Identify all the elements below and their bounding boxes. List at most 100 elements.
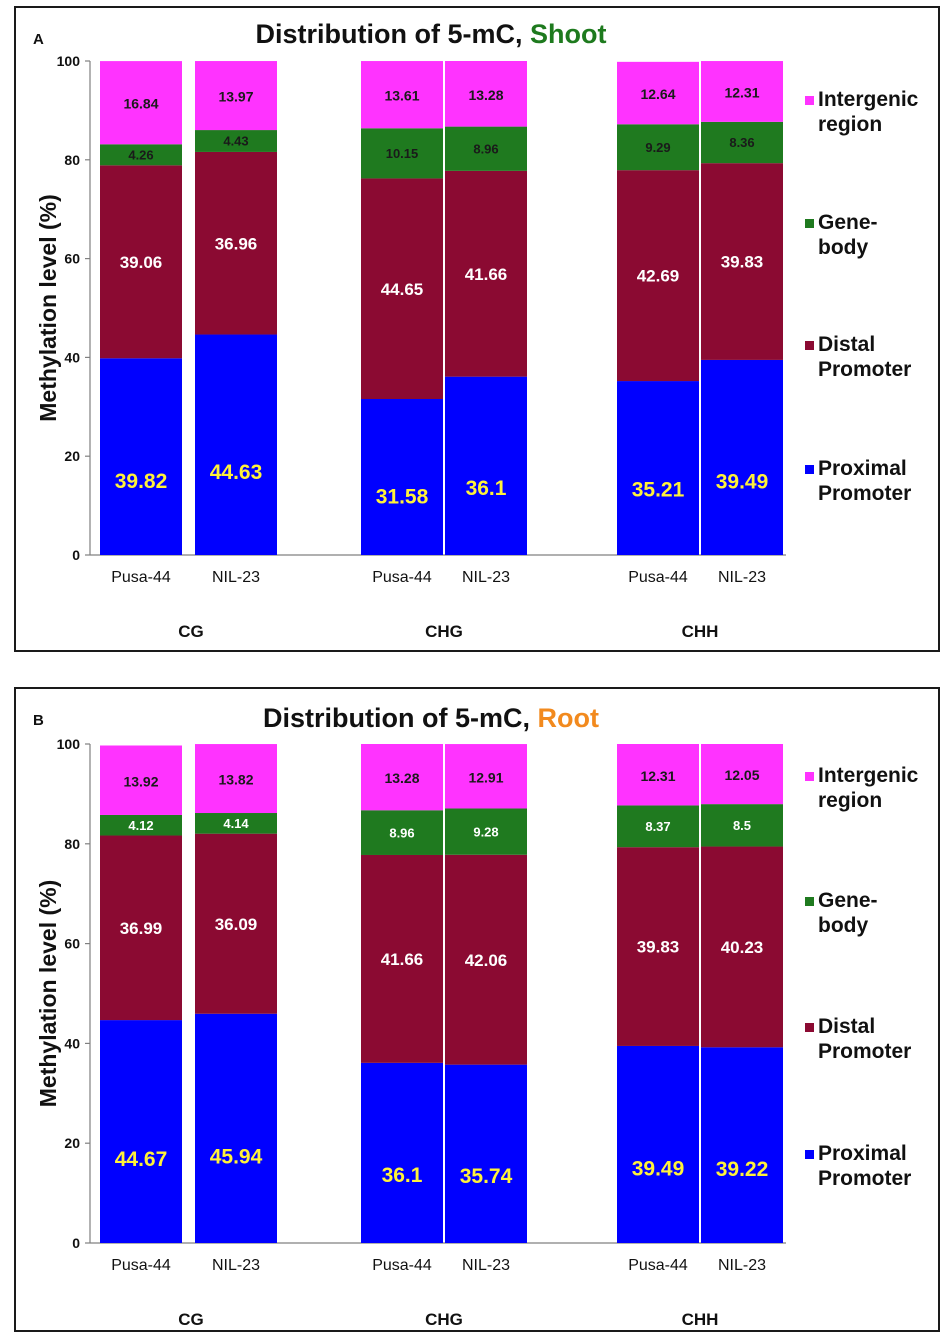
legend-label-line2: Promoter [818, 358, 911, 381]
y-tick-label: 100 [57, 736, 81, 752]
bar-segment-proximal [701, 1047, 783, 1243]
legend-label-line2: Promoter [818, 1040, 911, 1063]
data-label-distal: 42.69 [637, 267, 680, 286]
data-label-distal: 36.99 [120, 919, 163, 938]
legend-label-line2: body [818, 914, 868, 937]
y-tick-label: 40 [64, 349, 80, 365]
bar-segment-genebody [701, 804, 783, 847]
chart-shoot: A Distribution of 5-mC, Shoot Methylation … [33, 19, 919, 641]
bar-segment-distal [361, 178, 443, 399]
data-label-distal: 42.06 [465, 951, 508, 970]
data-label-proximal: 39.82 [115, 470, 168, 493]
bar-segment-genebody [617, 124, 699, 171]
data-label-intergenic: 13.28 [384, 770, 419, 786]
legend-label-line2: region [818, 789, 882, 812]
legend-swatch-genebody [805, 897, 814, 906]
bar-segment-distal [195, 151, 277, 335]
panel-letter: A [33, 31, 44, 48]
legend-swatch-distal [805, 341, 814, 350]
data-label-intergenic: 13.61 [384, 88, 419, 104]
data-label-genebody: 4.43 [223, 134, 248, 149]
chart-title: Distribution of 5-mC, Root [263, 703, 599, 733]
legend-label-line2: Promoter [818, 482, 911, 505]
data-label-distal: 41.66 [465, 265, 508, 284]
data-label-genebody: 4.14 [223, 816, 249, 831]
panel-letter: B [33, 712, 44, 729]
data-label-intergenic: 12.64 [640, 86, 675, 102]
bar-segment-distal [445, 854, 527, 1065]
y-axis-label: Methylation level (%) [35, 194, 61, 421]
data-label-distal: 39.06 [120, 253, 163, 272]
bar-segment-genebody [100, 814, 182, 836]
x-tick-label: Pusa-44 [628, 569, 688, 586]
bar-segment-intergenic [617, 61, 699, 125]
bar-segment-genebody [100, 144, 182, 166]
group-label: CHG [425, 622, 463, 641]
y-axis-label: Methylation level (%) [35, 880, 61, 1107]
x-tick-label: NIL-23 [462, 1257, 510, 1274]
data-label-distal: 39.83 [637, 938, 680, 957]
data-label-genebody: 9.29 [645, 140, 670, 155]
data-label-proximal: 44.63 [210, 461, 263, 484]
legend-label-line1: Gene- [818, 889, 878, 912]
y-tick-label: 0 [72, 1235, 80, 1251]
group-label: CHG [425, 1310, 463, 1329]
y-tick-label: 100 [57, 53, 81, 69]
y-tick-label: 40 [64, 1035, 80, 1051]
bar-segment-genebody [361, 128, 443, 179]
data-label-proximal: 36.1 [382, 1164, 423, 1187]
bar-segment-proximal [617, 381, 699, 555]
bar-segment-proximal [361, 1062, 443, 1243]
bar-segment-distal [100, 165, 182, 359]
group-label: CHH [682, 1310, 719, 1329]
bar-segment-intergenic [617, 744, 699, 806]
bar-segment-intergenic [100, 61, 182, 145]
legend-label-line1: Distal [818, 333, 875, 356]
bar-segment-genebody [445, 126, 527, 171]
data-label-intergenic: 12.31 [724, 84, 759, 100]
data-label-distal: 39.83 [721, 253, 764, 272]
legend-swatch-intergenic [805, 96, 814, 105]
data-label-intergenic: 12.91 [468, 769, 503, 785]
panel-b: B Distribution of 5-mC, Root Methylation l… [14, 687, 940, 1332]
data-label-distal: 41.66 [381, 950, 424, 969]
data-label-proximal: 35.74 [460, 1165, 513, 1188]
legend-swatch-proximal [805, 1150, 814, 1159]
legend-swatch-intergenic [805, 772, 814, 781]
bar-segment-proximal [617, 1045, 699, 1243]
bar-segment-intergenic [701, 61, 783, 122]
bar-segment-proximal [445, 1064, 527, 1243]
data-label-intergenic: 13.97 [218, 89, 253, 105]
group-label: CG [178, 1310, 204, 1329]
data-label-intergenic: 13.82 [218, 772, 253, 788]
bar-segment-proximal [100, 1020, 182, 1243]
chart-title-text: Distribution of 5-mC, [256, 19, 530, 49]
data-label-proximal: 36.1 [466, 477, 507, 500]
x-tick-label: Pusa-44 [111, 569, 171, 586]
bar-segment-genebody [617, 805, 699, 848]
data-label-intergenic: 12.31 [640, 768, 675, 784]
chart-title-highlight: Root [538, 703, 599, 733]
data-label-intergenic: 16.84 [123, 96, 158, 112]
data-label-genebody: 9.28 [473, 824, 498, 839]
y-tick-label: 60 [64, 251, 80, 267]
bar-segment-genebody [361, 810, 443, 855]
legend-label-line2: region [818, 113, 882, 136]
data-label-genebody: 8.5 [733, 818, 751, 833]
data-label-proximal: 39.49 [632, 1158, 685, 1181]
legend-label-line1: Proximal [818, 1142, 907, 1165]
group-label: CG [178, 622, 204, 641]
data-label-intergenic: 12.05 [724, 767, 759, 783]
legend-label-line2: body [818, 236, 868, 259]
bar-segment-distal [100, 835, 182, 1021]
x-tick-label: NIL-23 [212, 569, 260, 586]
x-tick-label: NIL-23 [718, 569, 766, 586]
bar-segment-proximal [445, 376, 527, 555]
bar-segment-proximal [361, 398, 443, 555]
data-label-proximal: 44.67 [115, 1148, 168, 1171]
bar-segment-distal [617, 847, 699, 1046]
legend-label-line1: Distal [818, 1015, 875, 1038]
bar-segment-proximal [195, 1013, 277, 1243]
legend-label-line1: Proximal [818, 457, 907, 480]
x-tick-label: Pusa-44 [111, 1257, 171, 1274]
